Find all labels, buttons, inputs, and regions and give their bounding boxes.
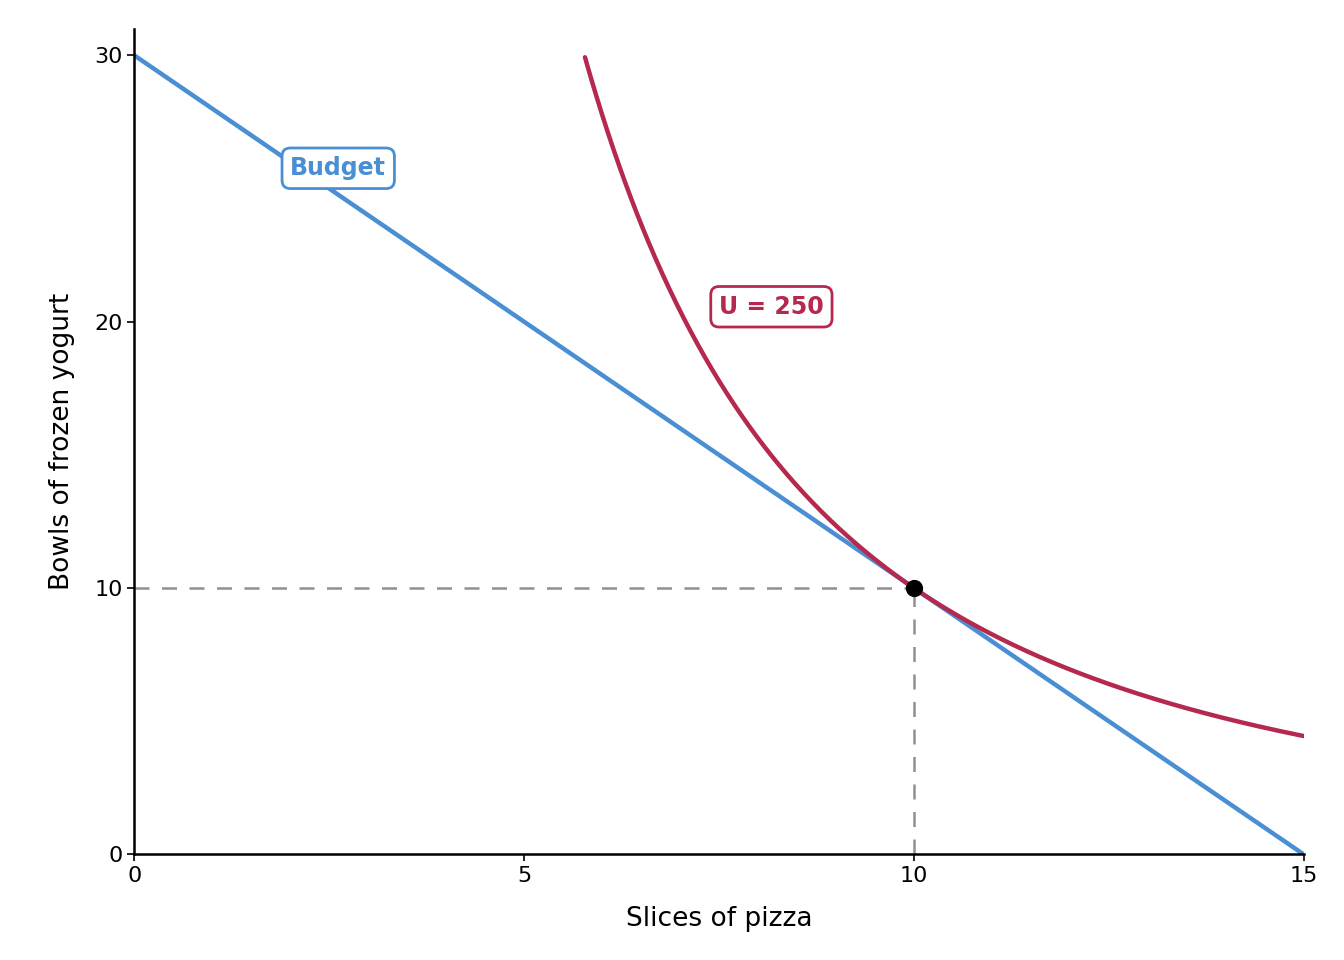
X-axis label: Slices of pizza: Slices of pizza [626, 905, 812, 931]
Y-axis label: Bowls of frozen yogurt: Bowls of frozen yogurt [48, 293, 75, 590]
Point [903, 581, 925, 596]
Text: Budget: Budget [290, 156, 386, 180]
Text: U = 250: U = 250 [719, 295, 824, 319]
